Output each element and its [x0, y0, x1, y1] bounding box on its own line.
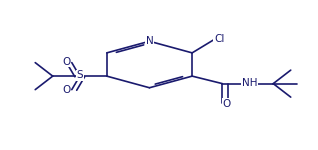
Text: NH: NH: [242, 78, 257, 88]
Text: S: S: [76, 70, 83, 80]
Text: Cl: Cl: [214, 34, 225, 44]
Text: O: O: [62, 85, 70, 95]
Text: O: O: [62, 57, 70, 67]
Text: O: O: [222, 99, 230, 109]
Text: N: N: [146, 36, 153, 45]
